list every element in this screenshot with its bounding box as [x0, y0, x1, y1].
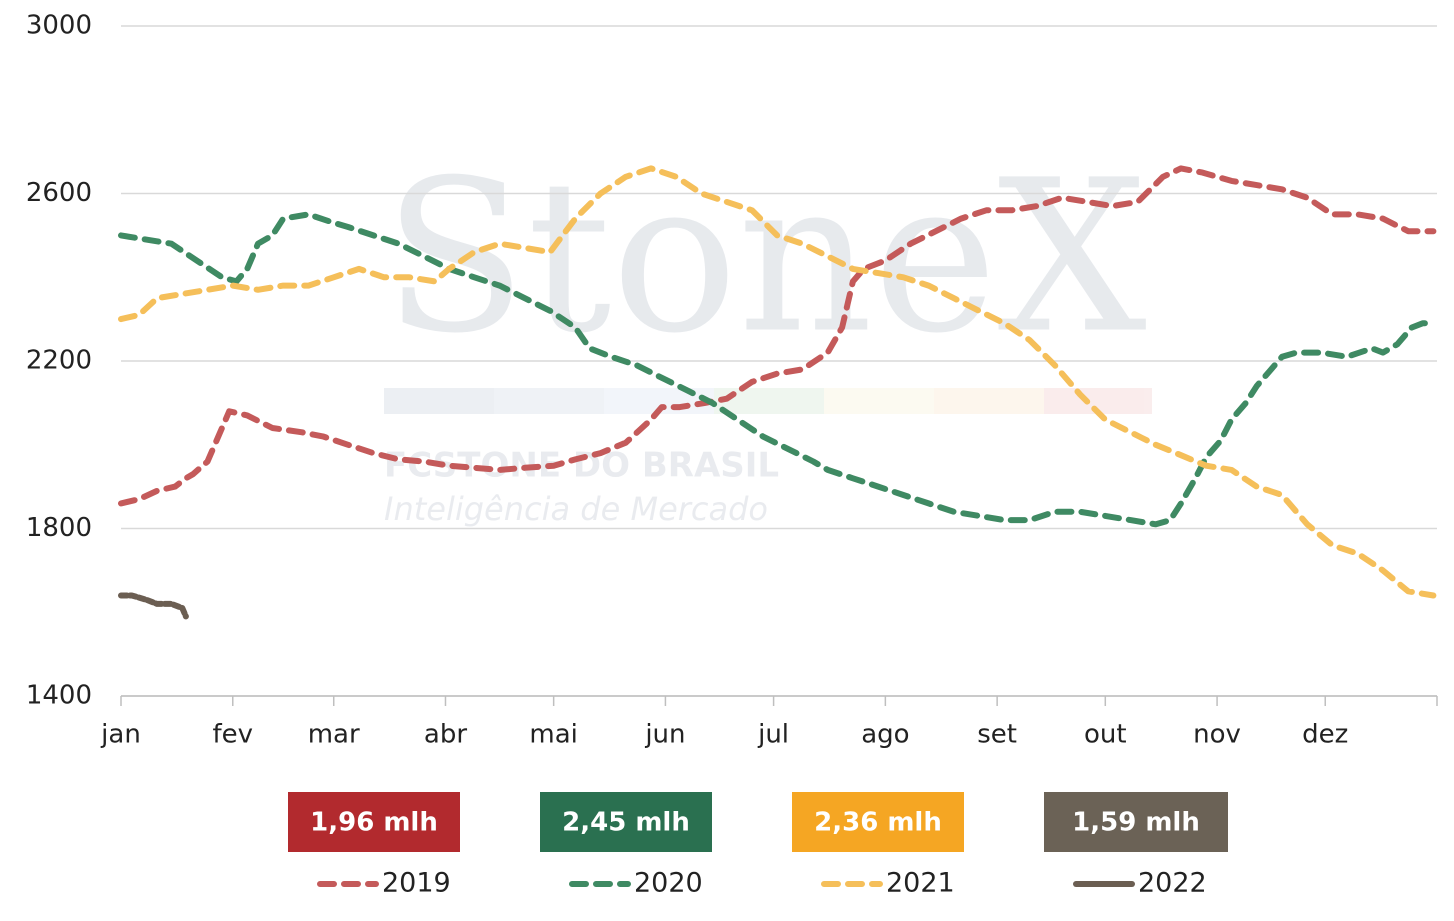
x-tick-label: nov [1193, 720, 1241, 750]
y-tick-label: 2200 [26, 346, 92, 376]
x-tick-label: out [1084, 720, 1127, 750]
series-line [118, 592, 189, 620]
badge [540, 792, 712, 852]
y-tick-label: 2600 [26, 178, 92, 208]
series-line [118, 165, 1437, 599]
x-tick-label: dez [1302, 720, 1348, 750]
x-tick-label: ago [861, 720, 909, 750]
badge-label: 2,45 mlh [562, 808, 690, 838]
legend-label: 2022 [1138, 868, 1207, 899]
watermark-bar [384, 388, 494, 414]
legend-label: 2019 [382, 868, 451, 899]
legend-label: 2020 [634, 868, 703, 899]
series-line [118, 165, 1437, 507]
series-line [118, 211, 1437, 528]
legend-label: 2021 [886, 868, 955, 899]
x-tick-label: mai [529, 720, 577, 750]
badge-label: 2,36 mlh [814, 808, 942, 838]
x-tick-label: set [977, 720, 1017, 750]
watermark-brand: StoneX [383, 135, 1147, 380]
y-tick-label: 3000 [26, 11, 92, 41]
x-tick-label: jul [757, 720, 789, 750]
badge-label: 1,96 mlh [310, 808, 438, 838]
y-tick-label: 1400 [26, 681, 92, 711]
watermark-bar [934, 388, 1044, 414]
badge-label: 1,59 mlh [1072, 808, 1200, 838]
x-tick-label: fev [212, 720, 253, 750]
x-tick-label: jun [644, 720, 685, 750]
watermark-bar [824, 388, 934, 414]
watermark-tagline: Inteligência de Mercado [384, 490, 768, 528]
watermark-bar [494, 388, 604, 414]
watermark-bar [714, 388, 824, 414]
badge [1044, 792, 1228, 852]
x-tick-label: jan [100, 720, 141, 750]
x-tick-label: abr [424, 720, 467, 750]
badge [792, 792, 964, 852]
y-tick-label: 1800 [26, 513, 92, 543]
x-tick-label: mar [308, 720, 360, 750]
badge [288, 792, 460, 852]
